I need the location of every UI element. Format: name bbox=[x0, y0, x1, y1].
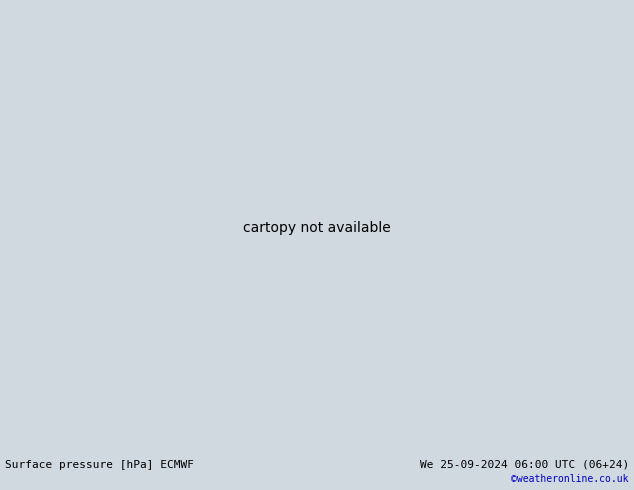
Text: ©weatheronline.co.uk: ©weatheronline.co.uk bbox=[512, 474, 629, 484]
Text: Surface pressure [hPa] ECMWF: Surface pressure [hPa] ECMWF bbox=[5, 460, 194, 469]
Text: We 25-09-2024 06:00 UTC (06+24): We 25-09-2024 06:00 UTC (06+24) bbox=[420, 460, 629, 469]
Text: cartopy not available: cartopy not available bbox=[243, 221, 391, 235]
